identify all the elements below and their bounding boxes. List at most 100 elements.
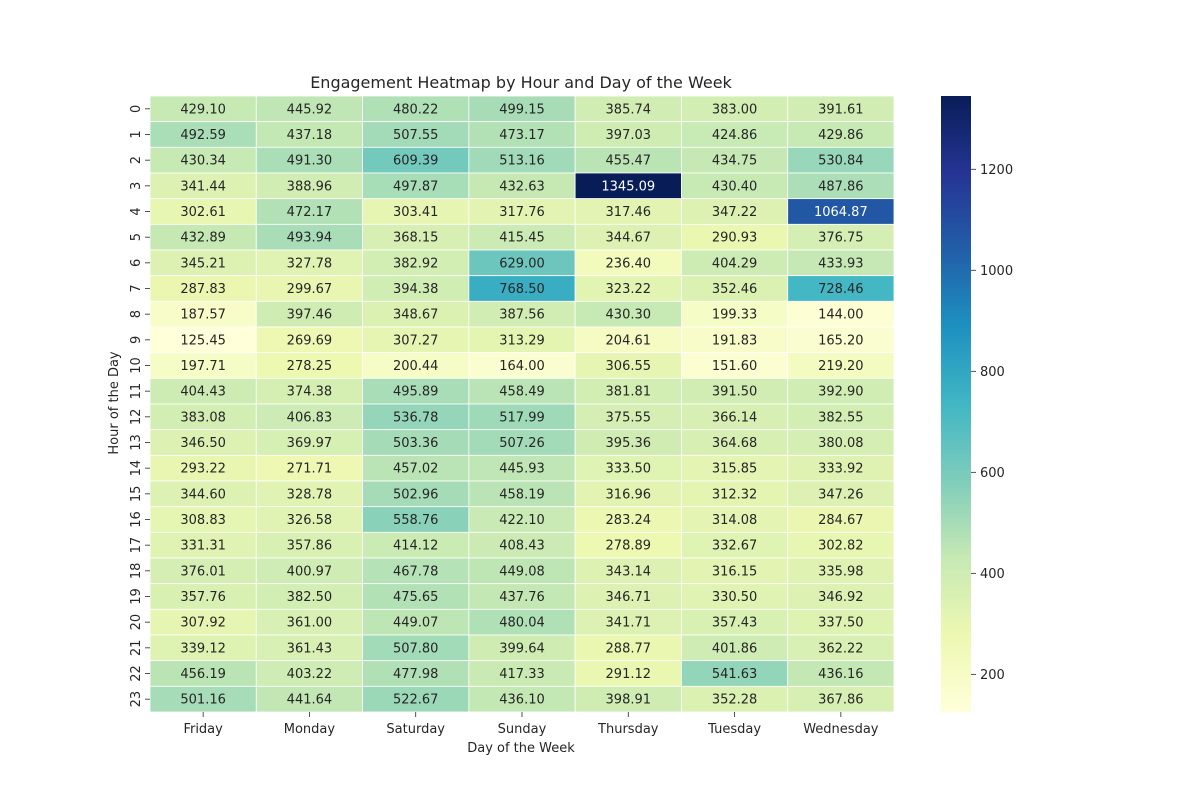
- cell-value-label: 449.08: [499, 564, 545, 579]
- heatmap-cell: [149, 634, 257, 662]
- cell-value-label: 381.81: [606, 385, 652, 400]
- heatmap-cell: [255, 172, 363, 200]
- y-axis-label: Hour of the Day: [107, 351, 122, 455]
- heatmap-cell: [787, 583, 895, 610]
- heatmap-cell: [362, 608, 470, 636]
- cell-value-label: 125.45: [180, 333, 226, 348]
- cell-value-label: 144.00: [818, 308, 864, 323]
- cell-value-label: 283.24: [606, 513, 652, 528]
- cell-value-label: 480.22: [393, 102, 439, 117]
- cell-value-label: 197.71: [180, 359, 226, 374]
- y-tick-label: 8: [129, 310, 144, 318]
- heatmap-cell: [255, 583, 363, 610]
- cell-value-label: 364.68: [712, 436, 758, 451]
- heatmap-cell: [255, 275, 363, 302]
- heatmap-cell: [149, 685, 257, 713]
- heatmap-cell: [681, 146, 789, 174]
- cell-value-label: 357.86: [287, 539, 333, 554]
- heatmap-cell: [574, 429, 682, 456]
- heatmap-cell: [468, 146, 576, 174]
- y-tick-label: 5: [129, 233, 144, 241]
- cell-value-label: 369.97: [287, 436, 333, 451]
- cell-value-label: 399.64: [499, 641, 545, 656]
- cell-value-label: 380.08: [818, 436, 864, 451]
- heatmap-cell: [149, 377, 257, 405]
- heatmap-cell: [574, 583, 682, 610]
- y-tick-label: 3: [129, 182, 144, 190]
- cell-value-label: 313.29: [499, 333, 545, 348]
- heatmap-cell: [255, 557, 363, 585]
- cell-value-label: 303.41: [393, 205, 439, 220]
- y-tick-label: 9: [129, 336, 144, 344]
- cell-value-label: 424.86: [712, 128, 758, 143]
- heatmap-cell: [787, 326, 895, 354]
- heatmap-cell: [362, 352, 470, 379]
- heatmap-cell: [362, 557, 470, 585]
- cell-value-label: 768.50: [499, 282, 545, 297]
- heatmap-cell: [681, 249, 789, 277]
- cell-value-label: 403.22: [287, 667, 333, 682]
- heatmap-cell: [362, 249, 470, 277]
- cell-value-label: 236.40: [606, 256, 652, 271]
- heatmap-cell: [468, 352, 576, 379]
- heatmap-cell: [574, 300, 682, 328]
- cell-value-label: 507.26: [499, 436, 545, 451]
- y-tick-label: 2: [129, 156, 144, 164]
- heatmap-cell: [787, 660, 895, 687]
- heatmap-cell: [681, 275, 789, 302]
- cell-value-label: 204.61: [606, 333, 652, 348]
- y-tick-label: 10: [129, 357, 144, 374]
- heatmap-cell: [787, 557, 895, 585]
- cell-value-label: 480.04: [499, 616, 545, 631]
- heatmap-cell: [149, 172, 257, 200]
- cell-value-label: 487.86: [818, 179, 864, 194]
- cell-value-label: 445.92: [287, 102, 333, 117]
- heatmap-cell: [149, 583, 257, 610]
- heatmap-cell: [681, 326, 789, 354]
- colorbar-tick-label: 1000: [980, 264, 1013, 279]
- y-tick-label: 15: [129, 486, 144, 503]
- cell-value-label: 398.91: [606, 693, 652, 708]
- heatmap-cell: [149, 223, 257, 251]
- cell-value-label: 501.16: [180, 693, 226, 708]
- cell-value-label: 1345.09: [601, 179, 655, 194]
- heatmap-cell: [468, 377, 576, 405]
- cell-value-label: 339.12: [180, 641, 226, 656]
- cell-value-label: 278.89: [606, 539, 652, 554]
- heatmap-cell: [787, 685, 895, 713]
- heatmap-cell: [574, 146, 682, 174]
- heatmap-cell: [468, 403, 576, 431]
- cell-value-label: 441.64: [287, 693, 333, 708]
- x-tick-label: Thursday: [597, 722, 659, 737]
- cell-value-label: 417.33: [499, 667, 545, 682]
- cell-value-label: 522.67: [393, 693, 439, 708]
- heatmap-cell: [362, 660, 470, 687]
- cell-value-label: 383.00: [712, 102, 758, 117]
- heatmap-cell: [362, 326, 470, 354]
- cell-value-label: 404.43: [180, 385, 226, 400]
- cell-value-label: 199.33: [712, 308, 758, 323]
- cell-value-label: 343.14: [606, 564, 652, 579]
- heatmap-cell: [149, 95, 257, 123]
- y-tick-label: 18: [129, 563, 144, 580]
- cell-value-label: 278.25: [287, 359, 333, 374]
- heatmap-cell: [255, 352, 363, 379]
- cell-value-label: 271.71: [287, 462, 333, 477]
- heatmap-cell: [681, 377, 789, 405]
- heatmap-cell: [681, 95, 789, 123]
- cell-value-label: 191.83: [712, 333, 758, 348]
- cell-value-label: 382.92: [393, 256, 439, 271]
- cell-value-label: 361.00: [287, 616, 333, 631]
- cell-value-label: 414.12: [393, 539, 439, 554]
- heatmap-cell: [787, 403, 895, 431]
- heatmap-cell: [149, 326, 257, 354]
- cell-value-label: 219.20: [818, 359, 864, 374]
- cell-value-label: 366.14: [712, 410, 758, 425]
- heatmap-cell: [787, 146, 895, 174]
- heatmap-cell: [468, 275, 576, 302]
- cell-value-label: 507.55: [393, 128, 439, 143]
- cell-value-label: 400.97: [287, 564, 333, 579]
- cell-value-label: 475.65: [393, 590, 439, 605]
- cell-value-label: 333.92: [818, 462, 864, 477]
